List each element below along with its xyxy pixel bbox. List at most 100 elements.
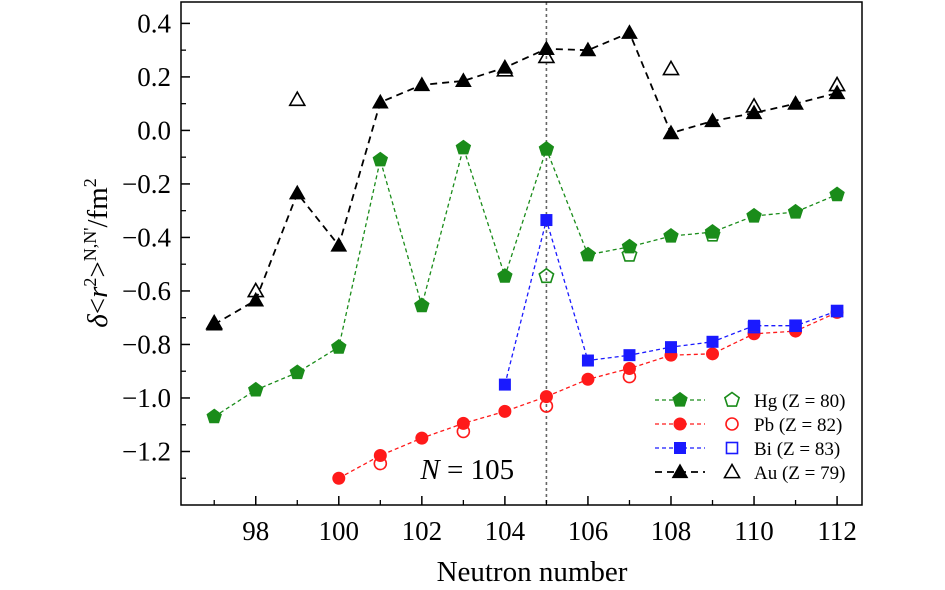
hg-point-99 [289, 364, 305, 380]
au-point-99 [288, 184, 306, 200]
hg-point-107 [621, 238, 638, 254]
pb-point-103 [456, 416, 470, 430]
pb-point-100 [332, 471, 346, 485]
au-point-108 [662, 124, 680, 140]
legend-open-marker-pb [725, 417, 739, 431]
hg-point-104 [497, 268, 513, 283]
x-axis-title: Neutron number [437, 556, 628, 588]
bi-point-107 [623, 349, 636, 362]
y-tick-label-3: −0.2 [122, 169, 171, 199]
bi-point-104 [498, 378, 511, 391]
pb-point-101 [373, 449, 387, 463]
hg-point-100 [331, 339, 347, 354]
hg-point-97 [206, 408, 222, 424]
hg-point-112 [829, 186, 845, 202]
series-lines-layer [213, 31, 838, 479]
ylabel-unit: /fm [82, 187, 114, 228]
pb-point-105 [539, 390, 553, 404]
legend-open-marker-au [723, 462, 741, 479]
ylabel-r-exp: 2 [80, 278, 100, 287]
bi-point-112 [831, 305, 844, 318]
au-point-105 [538, 40, 555, 55]
legend-open-marker-bi [725, 441, 739, 455]
bi-point-109 [706, 335, 719, 348]
pb-point-102 [415, 431, 429, 445]
hg-point-98 [248, 381, 264, 397]
legend-filled-marker-hg [672, 391, 688, 407]
hg-point-105 [538, 141, 555, 156]
ylabel-superscript: N,N' [80, 228, 100, 262]
y-tick-label-7: −1.0 [122, 383, 171, 413]
pb-point-109 [706, 347, 720, 361]
y-tick-label-6: −0.8 [122, 329, 171, 359]
ylabel-unit-exp: 2 [80, 178, 100, 187]
bi-point-110 [748, 319, 761, 332]
plot-frame [180, 1, 863, 506]
x-tick-label-102: 102 [402, 516, 443, 546]
pb-point-107 [622, 362, 636, 376]
au-open-point-105 [537, 47, 556, 64]
au-point-107 [621, 24, 638, 39]
hg-point-103 [455, 139, 472, 155]
pb-point-106 [581, 372, 595, 386]
hg-open-point-107 [621, 246, 638, 262]
bi-point-111 [789, 319, 802, 332]
legend: Hg (Z = 80) Pb (Z = 82) Bi (Z = 83) Au (Z =… [655, 391, 845, 484]
hg-point-110 [746, 207, 762, 223]
x-tick-label-98: 98 [242, 516, 269, 546]
y-tick-label-5: −0.6 [122, 276, 171, 306]
au-point-109 [704, 112, 721, 128]
bi-point-106 [581, 354, 594, 367]
legend-filled-marker-pb [673, 417, 687, 431]
au-open-point-99 [288, 90, 307, 107]
hg-point-109 [704, 223, 721, 239]
au-point-97 [205, 315, 223, 331]
legend-filled-marker-au [671, 463, 689, 479]
legend-label-au: Au (Z = 79) [754, 463, 845, 484]
x-tick-label-108: 108 [651, 516, 692, 546]
x-tick-label-100: 100 [319, 516, 360, 546]
y-tick-label-8: −1.2 [122, 436, 171, 466]
hg-open-point-105 [538, 267, 555, 284]
ylabel-r: r [82, 286, 114, 298]
legend-filled-marker-bi [674, 442, 686, 454]
legend-open-marker-hg [723, 391, 741, 407]
hg-point-106 [580, 246, 596, 262]
y-axis-title: δ<r2>N,N'/fm2 [80, 178, 114, 328]
pb-point-104 [498, 404, 512, 418]
au-point-100 [330, 236, 348, 252]
legend-label-pb: Pb (Z = 82) [754, 415, 842, 436]
markers-layer [205, 24, 846, 485]
x-tick-label-112: 112 [817, 516, 857, 546]
au-point-103 [455, 72, 472, 88]
ylabel-close: > [82, 261, 114, 277]
au-point-98 [247, 291, 265, 307]
au-point-101 [371, 93, 389, 109]
au-point-112 [828, 84, 846, 100]
legend-label-bi: Bi (Z = 83) [754, 439, 840, 460]
y-tick-label-2: 0.0 [137, 115, 171, 145]
ticks-layer: 98 100 102 104 106 108 110 112 0.4 0.2 0.0 −0.2 −0.4… [122, 8, 857, 546]
legend-label-hg: Hg (Z = 80) [754, 391, 845, 412]
au-point-104 [496, 59, 514, 74]
series-line-au [213, 31, 838, 326]
au-point-106 [579, 41, 597, 57]
au-open-point-108 [662, 59, 680, 76]
x-tick-label-104: 104 [485, 516, 526, 546]
bi-point-108 [664, 341, 677, 354]
y-tick-label-0: 0.4 [137, 8, 171, 38]
au-point-102 [413, 76, 431, 92]
hg-point-111 [787, 203, 804, 219]
y-tick-label-1: 0.2 [137, 62, 171, 92]
series-line-hg [213, 145, 838, 418]
x-tick-label-106: 106 [568, 516, 609, 546]
ylabel-delta: δ [82, 314, 114, 328]
hg-point-108 [663, 227, 679, 243]
hg-point-102 [414, 297, 430, 313]
ylabel-open: < [82, 298, 114, 314]
au-point-111 [787, 95, 804, 110]
annotation-n: N [419, 454, 441, 486]
annotation-value: = 105 [440, 454, 514, 486]
au-point-110 [745, 104, 763, 120]
